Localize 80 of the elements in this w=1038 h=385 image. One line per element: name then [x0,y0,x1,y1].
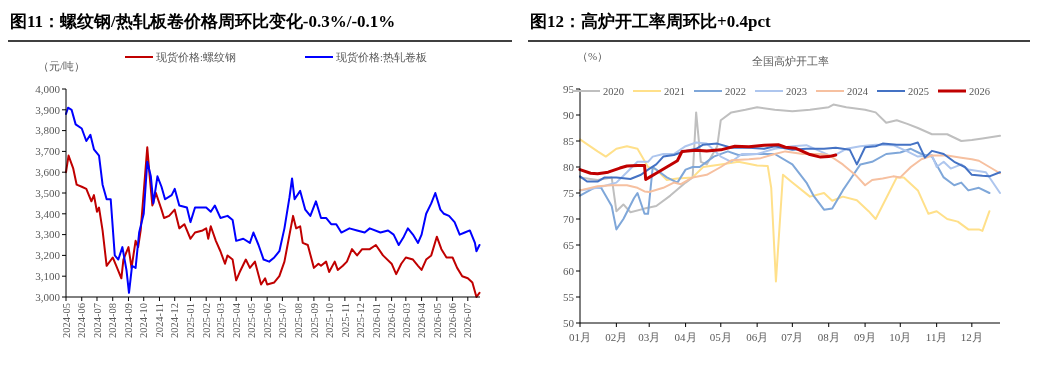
y-tick-label: 3,500 [35,186,61,199]
x-tick-label: 2024-09 [123,303,135,338]
y-axis-title: （元/吨） [38,60,86,72]
x-tick-label: 2024-12 [169,303,181,338]
y-tick-label: 3,300 [35,228,61,241]
legend-label: 2023 [786,85,807,97]
x-tick-label: 10月 [889,331,912,343]
line-series [579,138,991,283]
x-tick-label: 2026-02 [386,303,398,338]
line-series [579,147,991,231]
x-tick-label: 06月 [746,331,769,343]
y-tick-label: 60 [563,264,575,277]
line-series [579,150,1001,193]
x-tick-label: 07月 [781,331,804,343]
legend-label: 2021 [664,85,685,97]
y-tick-label: 3,900 [35,103,61,116]
legend-label: 现货价格:热轧卷板 [336,51,427,63]
y-tick-label: 85 [563,134,575,147]
x-tick-label: 2025-01 [185,303,197,338]
y-tick-label: 55 [563,290,575,303]
x-tick-label: 2026-07 [462,303,474,338]
y-tick-label: 70 [563,212,575,225]
x-tick-label: 2025-03 [215,303,227,338]
chart-subtitle: 全国高炉开工率 [751,55,829,67]
legend-label: 2022 [725,85,746,97]
y-tick-label: 3,200 [35,249,61,262]
legend-label: 2024 [847,85,869,97]
chart-title: 图12：高炉开工率周环比+0.4pct [530,12,771,31]
x-tick-label: 2025-11 [339,303,351,338]
x-tick-label: 04月 [674,331,697,343]
y-tick-label: 3,800 [35,124,61,137]
x-tick-label: 05月 [709,331,732,343]
x-tick-label: 12月 [960,331,983,343]
y-tick-label: 50 [563,316,575,329]
y-tick-label: 3,600 [35,166,61,179]
x-tick-label: 2026-03 [400,303,412,338]
y-tick-label: 75 [563,186,575,199]
x-tick-label: 03月 [638,331,661,343]
line-series [579,141,1001,183]
x-tick-label: 09月 [854,331,877,343]
x-tick-label: 2024-08 [107,303,119,338]
x-tick-label: 2024-10 [138,303,150,338]
x-tick-label: 2025-05 [246,303,258,338]
line-series [578,143,838,181]
y-tick-label: 3,400 [35,207,61,220]
y-tick-label: 3,700 [35,145,61,158]
y-tick-label: 4,000 [35,82,61,95]
x-tick-label: 2024-07 [91,303,103,338]
x-tick-label: 2024-06 [76,303,88,338]
y-tick-label: 80 [563,160,575,173]
y-tick-label: 3,000 [35,290,61,303]
line-series [65,106,481,294]
chart-title: 图11：螺纹钢/热轧板卷价格周环比变化-0.3%/-0.1% [10,12,396,31]
x-tick-label: 2026-06 [447,303,459,338]
y-tick-label: 90 [563,108,575,121]
y-axis-title: （%） [577,50,609,62]
x-tick-label: 11月 [925,331,948,343]
x-tick-label: 08月 [817,331,840,343]
x-tick-label: 2026-04 [416,302,428,338]
y-tick-label: 3,100 [35,270,61,283]
x-tick-label: 2025-12 [354,303,366,338]
legend-label: 2020 [603,85,624,97]
x-tick-label: 01月 [569,331,591,343]
y-tick-label: 65 [563,238,575,251]
x-tick-label: 2025-04 [230,302,242,338]
legend-label: 2025 [908,85,929,97]
x-tick-label: 2025-09 [308,303,320,338]
y-tick-label: 95 [563,82,575,95]
x-tick-label: 2026-05 [431,303,443,338]
x-tick-label: 2024-11 [154,303,166,338]
x-tick-label: 2025-08 [292,303,304,338]
x-tick-label: 2025-07 [277,303,289,338]
x-tick-label: 2024-05 [60,303,72,338]
legend-label: 现货价格:螺纹钢 [156,50,236,63]
x-tick-label: 2025-10 [323,303,335,338]
x-tick-label: 02月 [605,331,628,343]
x-tick-label: 2025-02 [200,303,212,338]
x-tick-label: 2025-06 [261,303,273,338]
x-tick-label: 2026-01 [370,303,382,338]
legend-label: 2026 [969,85,990,97]
